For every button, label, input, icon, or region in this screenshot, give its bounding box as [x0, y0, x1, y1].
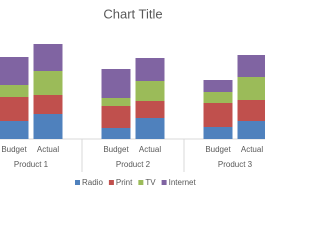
legend-swatch: [75, 180, 80, 185]
bar-segment: [135, 101, 165, 118]
bar-segment: [203, 92, 233, 103]
x-tick-label: Actual: [241, 145, 263, 154]
legend-label: Internet: [169, 178, 197, 187]
x-tick-label: Actual: [37, 145, 59, 154]
chart: Chart Title Budget Actual Budget Actual Budg…: [0, 6, 265, 188]
bar-segment: [0, 97, 29, 121]
x-tick-label: Actual: [139, 145, 161, 154]
bar-segment: [33, 114, 63, 139]
bar-segment: [101, 69, 131, 98]
legend-swatch: [138, 180, 144, 185]
x-tick-label: Budget: [205, 145, 231, 154]
bar-segment: [237, 77, 265, 100]
bar-segment: [33, 44, 63, 71]
group-label: Product 1: [14, 160, 49, 169]
legend-swatch: [108, 180, 114, 185]
bar-segment: [0, 85, 29, 97]
legend-label: Radio: [82, 178, 103, 187]
bar-segment: [237, 55, 265, 77]
chart-title: Chart Title: [103, 6, 162, 21]
bar-segment: [203, 80, 233, 92]
legend-label: Print: [116, 178, 133, 187]
bar-segment: [203, 103, 233, 127]
bar-segment: [135, 58, 165, 81]
bar-segment: [101, 98, 131, 106]
bar-segment: [203, 127, 233, 139]
bar-segment: [0, 57, 29, 85]
x-tick-label: Budget: [1, 145, 27, 154]
bar-segment: [101, 128, 131, 139]
bar-segment: [0, 121, 29, 139]
bar-segment: [135, 118, 165, 139]
legend-swatch: [161, 180, 167, 185]
bar-segment: [135, 81, 165, 101]
group-label: Product 3: [218, 160, 253, 169]
bar-segment: [33, 95, 63, 114]
bar-segment: [237, 100, 265, 121]
bar-segment: [237, 121, 265, 139]
group-label: Product 2: [116, 160, 151, 169]
legend-label: TV: [145, 178, 156, 187]
bar-segment: [101, 106, 131, 128]
bar-segment: [33, 71, 63, 95]
x-tick-label: Budget: [103, 145, 129, 154]
